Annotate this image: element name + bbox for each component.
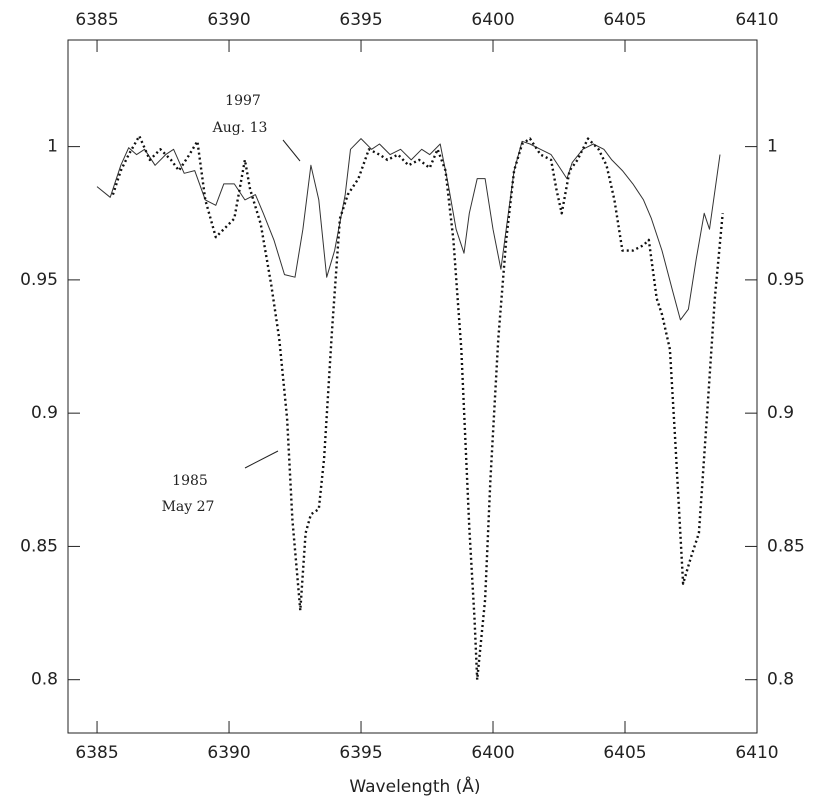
x-tick-label: 6395 bbox=[339, 743, 382, 763]
y-tick-label: 0.9 bbox=[31, 403, 58, 423]
plot-frame bbox=[67, 39, 758, 734]
annotation: 1997 bbox=[225, 93, 261, 109]
annotation: May 27 bbox=[162, 499, 215, 515]
annotation-pointer bbox=[282, 139, 301, 162]
y-tick-label-right: 1 bbox=[767, 137, 778, 157]
x-tick-label-top: 6395 bbox=[339, 10, 382, 30]
x-tick-label-top: 6405 bbox=[603, 10, 646, 30]
x-tick-label-top: 6385 bbox=[75, 10, 118, 30]
x-tick-label-top: 6410 bbox=[735, 10, 778, 30]
y-tick-label: 0.8 bbox=[31, 670, 58, 690]
spectrum-line bbox=[96, 138, 721, 321]
x-tick-label: 6390 bbox=[207, 743, 250, 763]
y-tick-label-right: 0.85 bbox=[767, 536, 805, 556]
annotation: 1985 bbox=[172, 473, 208, 489]
x-tick-label: 6405 bbox=[603, 743, 646, 763]
y-tick-label-right: 0.8 bbox=[767, 670, 794, 690]
y-tick-label: 0.95 bbox=[20, 270, 58, 290]
annotation-pointer bbox=[244, 450, 279, 469]
y-tick-label: 0.85 bbox=[20, 536, 58, 556]
y-tick-label: 1 bbox=[47, 137, 58, 157]
y-tick-label-right: 0.95 bbox=[767, 270, 805, 290]
annotation: Aug. 13 bbox=[212, 120, 268, 136]
x-tick-label-top: 6390 bbox=[207, 10, 250, 30]
x-tick-label: 6400 bbox=[471, 743, 514, 763]
x-tick-label-top: 6400 bbox=[471, 10, 514, 30]
x-tick-label: 6385 bbox=[75, 743, 118, 763]
x-tick-label: 6410 bbox=[735, 743, 778, 763]
spectrum-line bbox=[111, 134, 724, 681]
x-axis-label: Wavelength (Å) bbox=[349, 775, 480, 797]
y-tick-label-right: 0.9 bbox=[767, 403, 794, 423]
